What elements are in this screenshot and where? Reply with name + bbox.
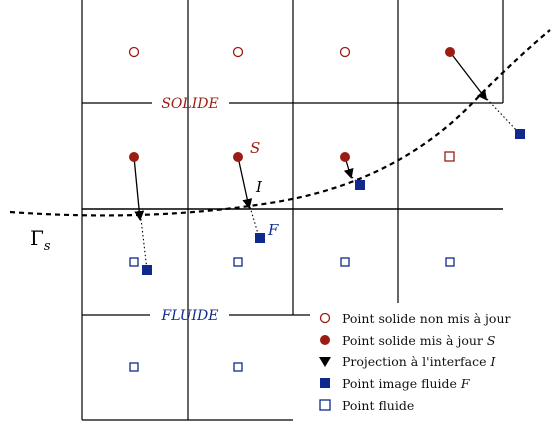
legend-background — [312, 303, 550, 419]
solid-points-not-updated — [128, 46, 351, 58]
open-square-point — [445, 257, 455, 267]
dotted-link — [140, 218, 148, 271]
filled-square-point — [142, 265, 152, 275]
solide-region-label: SOLIDE — [161, 96, 218, 112]
legend-item-2: Point solide mis à jour S — [342, 333, 495, 348]
fluid-points — [129, 257, 455, 372]
filled-circle-point — [233, 152, 243, 162]
legend-open-square-icon — [319, 399, 331, 411]
legend-filled-square-icon — [320, 378, 330, 388]
legend-item-3: Projection à l'interface I — [342, 354, 497, 369]
legend-item-3-text: Projection à l'interface — [342, 354, 491, 369]
projection-arrow — [449, 51, 488, 101]
open-square-point — [129, 362, 139, 372]
legend-item-5: Point fluide — [342, 398, 414, 413]
legend-open-circle-icon — [319, 312, 331, 324]
legend-item-1: Point solide non mis à jour — [342, 311, 511, 326]
filled-square-point — [355, 180, 365, 190]
fluid-image-points — [142, 129, 525, 275]
legend-item-2-var: S — [487, 333, 496, 348]
label-i: I — [255, 178, 263, 196]
interface-curve — [9, 29, 551, 217]
legend: Point solide non mis à jour Point solide… — [312, 303, 550, 419]
grid — [81, 0, 504, 421]
legend-item-4-text: Point image fluide — [342, 376, 461, 391]
filled-square-point — [515, 129, 525, 139]
legend-item-4-var: F — [460, 376, 471, 391]
interface-label-gamma: Γ — [30, 226, 44, 250]
label-s: S — [250, 139, 260, 157]
open-square-point — [340, 257, 350, 267]
filled-square-point — [255, 233, 265, 243]
open-square-point — [233, 362, 243, 372]
dotted-link — [486, 98, 520, 134]
projection-arrow — [237, 156, 253, 209]
projection-arrow — [133, 156, 145, 221]
interface-label-sub: s — [44, 239, 51, 254]
open-square-point — [129, 257, 139, 267]
legend-item-2-text: Point solide mis à jour — [342, 333, 487, 348]
interface-label: Γs — [30, 226, 51, 254]
open-circle-point — [128, 46, 140, 58]
image-point-links — [140, 98, 520, 271]
filled-circle-point — [129, 152, 139, 162]
open-circle-point — [339, 46, 351, 58]
open-circle-point — [232, 46, 244, 58]
open-square-point-red — [444, 151, 455, 162]
legend-filled-circle-icon — [320, 335, 330, 345]
legend-down-triangle-icon — [319, 357, 331, 367]
filled-circle-point — [340, 152, 350, 162]
fluide-region-label: FLUIDE — [160, 308, 218, 324]
open-square-point — [233, 257, 243, 267]
filled-circle-point — [445, 47, 455, 57]
legend-item-3-var: I — [490, 354, 497, 369]
legend-item-4: Point image fluide F — [342, 376, 471, 391]
projection-arrows — [133, 51, 488, 221]
label-f: F — [267, 221, 279, 239]
dotted-link — [249, 206, 260, 238]
solid-points-updated — [129, 47, 455, 162]
